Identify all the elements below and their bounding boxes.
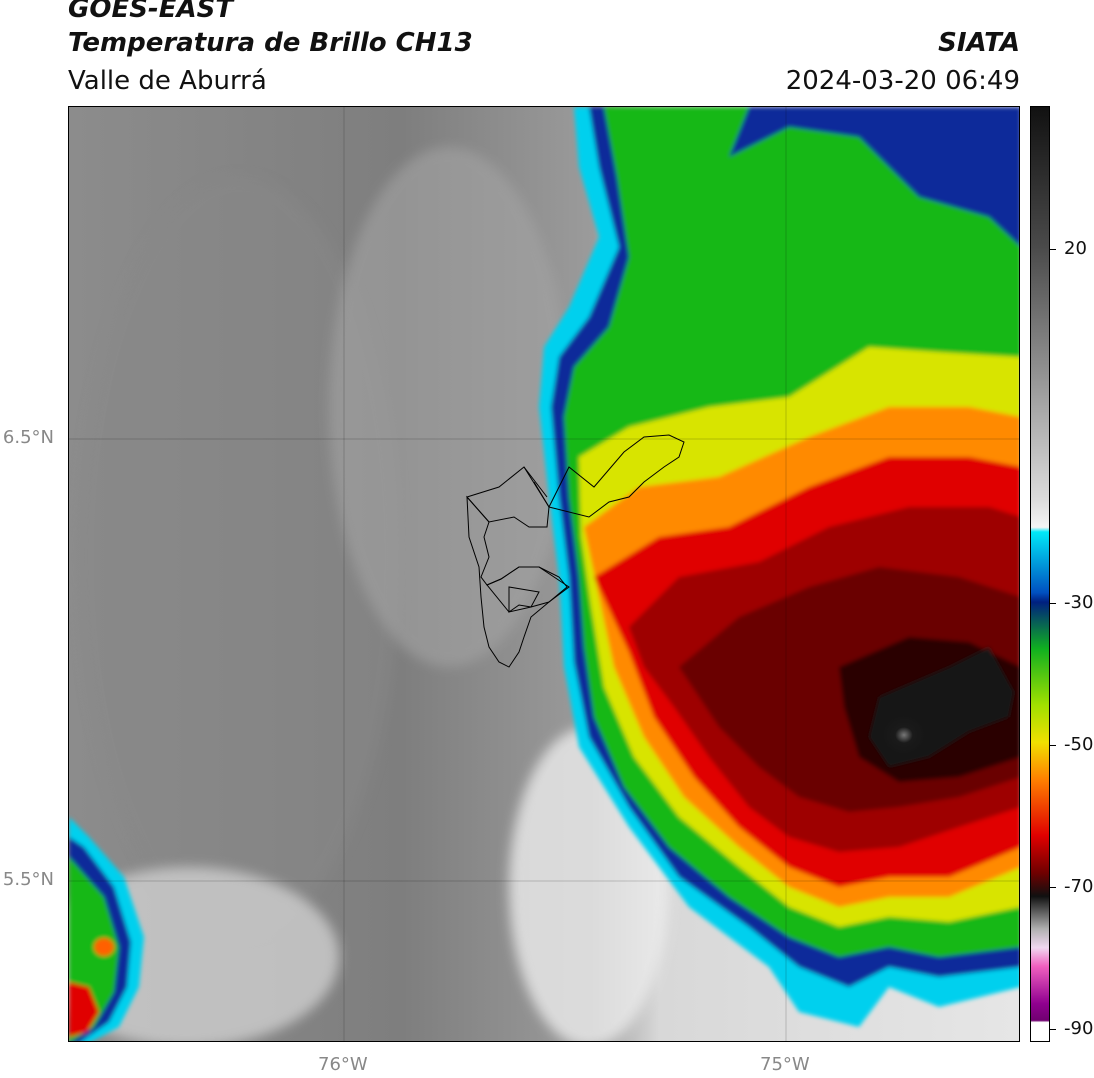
colorbar-label-minus-70: -70: [1064, 876, 1094, 897]
colorbar-tick: [1050, 249, 1056, 250]
brightness-temperature-field: [69, 107, 1019, 1041]
coldest-core: [882, 715, 926, 755]
valle-de-aburra-boundaries: [466, 434, 685, 668]
title-region: Valle de Aburrá: [68, 66, 267, 96]
lon-label-76w: 76°W: [318, 1054, 368, 1075]
lat-label-6-5n: 6.5°N: [2, 427, 54, 448]
colorbar-label-minus-50: -50: [1064, 734, 1094, 755]
colorbar-tick: [1050, 1029, 1056, 1030]
colorbar-label-minus-30: -30: [1064, 592, 1094, 613]
colorbar-tick: [1050, 887, 1056, 888]
colorbar-label-minus-90: -90: [1064, 1018, 1094, 1039]
lat-label-5-5n: 5.5°N: [2, 869, 54, 890]
title-satellite: GOES-EAST: [68, 0, 234, 24]
timestamp-label: 2024-03-20 06:49: [785, 66, 1020, 96]
lon-label-75w: 75°W: [760, 1054, 810, 1075]
title-product: Temperatura de Brillo CH13: [68, 28, 473, 58]
colorbar-tick: [1050, 745, 1056, 746]
satellite-map[interactable]: [68, 106, 1020, 1042]
southwest-cloud: [69, 817, 144, 1041]
colorbar-label-20: 20: [1064, 238, 1087, 259]
colorbar-tick: [1050, 603, 1056, 604]
brand-label: SIATA: [938, 28, 1020, 58]
graticule: [69, 107, 1019, 1041]
colorbar: [1030, 106, 1050, 1042]
